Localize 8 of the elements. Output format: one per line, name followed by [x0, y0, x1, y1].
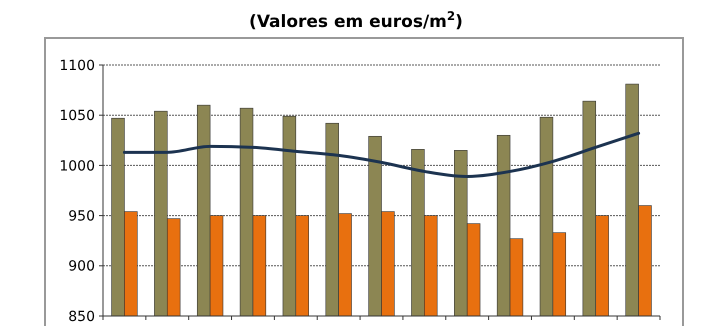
line-series [122, 132, 640, 178]
y-tick-label: 1050 [59, 108, 95, 124]
y-tick-label: 850 [68, 308, 95, 325]
y-tick-label: 1100 [59, 58, 95, 74]
y-tick-label: 900 [68, 258, 95, 275]
chart-title: (Valores em euros/m$^{2}$) [249, 9, 463, 32]
y-tick-label: 1000 [59, 158, 95, 174]
y-tick-label: 950 [68, 208, 95, 224]
